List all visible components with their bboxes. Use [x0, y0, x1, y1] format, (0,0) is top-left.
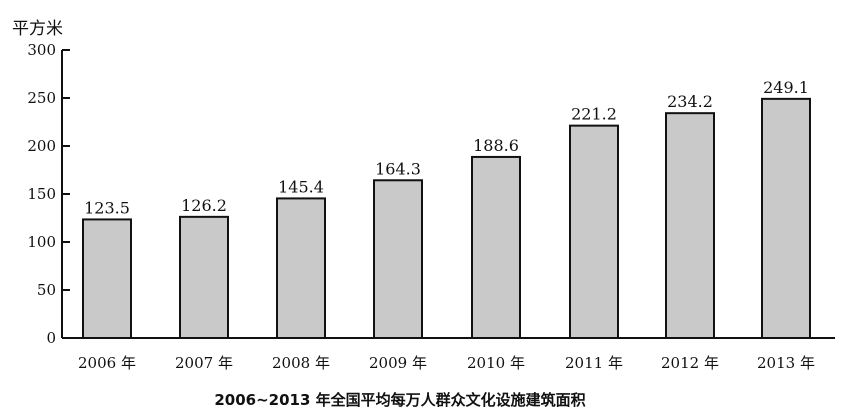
bar-value-label: 126.2 — [181, 196, 227, 215]
x-tick-labels: 2006 年 2007 年 2008 年 2009 年 2010 年 2011 年 2012… — [78, 354, 815, 372]
y-axis-label: 平方米 — [12, 19, 63, 39]
bar-value-label: 221.2 — [571, 105, 617, 124]
x-tick-label: 2012 年 — [661, 354, 719, 372]
chart-title: 2006~2013 年全国平均每万人群众文化设施建筑面积 — [214, 391, 585, 409]
y-tick-label: 50 — [37, 281, 56, 299]
bar — [471, 155, 521, 339]
x-tick-label: 2006 年 — [78, 354, 136, 372]
x-tick-label: 2008 年 — [272, 354, 330, 372]
y-tick-label: 250 — [27, 89, 56, 107]
bar — [373, 179, 423, 339]
x-tick-label: 2011 年 — [565, 354, 623, 372]
y-tick-label: 300 — [27, 41, 56, 59]
bar-value-label: 188.6 — [473, 136, 519, 155]
bar — [276, 197, 326, 339]
bar-value-labels: 123.5 126.2 145.4 164.3 188.6 221.2 234.2 249.1 — [84, 78, 809, 218]
bar — [569, 124, 619, 340]
bar-value-label: 249.1 — [763, 78, 809, 97]
y-tick-label: 150 — [27, 185, 56, 203]
y-tick-label: 100 — [27, 233, 56, 251]
x-tick-label: 2010 年 — [467, 354, 525, 372]
bar — [82, 218, 132, 339]
bars — [82, 97, 811, 340]
y-axis — [61, 49, 835, 339]
y-tick-label: 200 — [27, 137, 56, 155]
bar-value-label: 234.2 — [667, 92, 713, 111]
bar — [179, 215, 229, 340]
y-tick-label: 0 — [46, 329, 56, 347]
x-tick-label: 2013 年 — [757, 354, 815, 372]
x-tick-label: 2009 年 — [369, 354, 427, 372]
bar-value-label: 145.4 — [278, 177, 324, 196]
bar — [761, 97, 811, 339]
bar-value-label: 123.5 — [84, 198, 130, 217]
x-tick-label: 2007 年 — [175, 354, 233, 372]
y-tick-labels: 0 50 100 150 200 250 300 — [27, 41, 56, 347]
bar — [665, 112, 715, 339]
bar-value-label: 164.3 — [375, 159, 421, 178]
